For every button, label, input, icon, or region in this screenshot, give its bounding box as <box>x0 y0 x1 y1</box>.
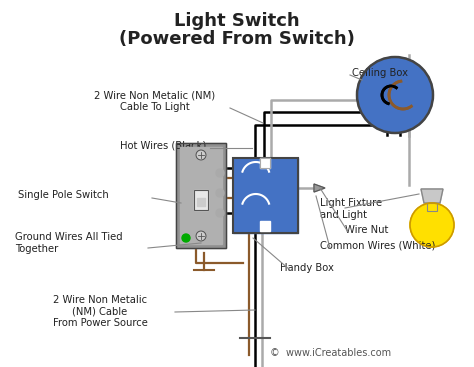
Bar <box>427 203 437 211</box>
Bar <box>260 158 270 168</box>
Text: Wire Nut: Wire Nut <box>345 225 388 235</box>
Text: Common Wires (White): Common Wires (White) <box>320 240 436 250</box>
Text: Handy Box: Handy Box <box>280 263 334 273</box>
Circle shape <box>216 169 224 177</box>
Bar <box>427 203 437 211</box>
Text: 2 Wire Non Metalic
(NM) Cable
From Power Source: 2 Wire Non Metalic (NM) Cable From Power… <box>53 295 147 328</box>
Bar <box>233 158 298 233</box>
Text: Hot Wires (Black): Hot Wires (Black) <box>120 140 206 150</box>
Bar <box>194 190 208 210</box>
Polygon shape <box>314 184 325 192</box>
Text: Light Switch: Light Switch <box>174 12 300 30</box>
Circle shape <box>182 234 190 242</box>
Circle shape <box>216 209 224 217</box>
Bar <box>180 147 222 244</box>
Circle shape <box>410 203 454 247</box>
Circle shape <box>196 231 206 241</box>
Bar <box>260 221 270 231</box>
Text: Light Fixture
and Light: Light Fixture and Light <box>320 198 382 219</box>
Bar <box>260 158 270 168</box>
Polygon shape <box>421 189 443 203</box>
Bar <box>197 198 205 206</box>
Bar <box>176 143 226 248</box>
Bar <box>176 143 226 248</box>
Text: ©  www.iCreatables.com: © www.iCreatables.com <box>270 348 391 358</box>
Text: Single Pole Switch: Single Pole Switch <box>18 190 109 200</box>
Bar <box>194 190 208 210</box>
Bar <box>233 158 298 233</box>
Circle shape <box>216 189 224 197</box>
Text: 2 Wire Non Metalic (NM)
Cable To Light: 2 Wire Non Metalic (NM) Cable To Light <box>94 90 216 112</box>
Text: Ceiling Box: Ceiling Box <box>352 68 408 78</box>
Text: (Powered From Switch): (Powered From Switch) <box>119 30 355 48</box>
Circle shape <box>196 150 206 160</box>
Circle shape <box>357 57 433 133</box>
Text: Ground Wires All Tied
Together: Ground Wires All Tied Together <box>15 232 123 254</box>
